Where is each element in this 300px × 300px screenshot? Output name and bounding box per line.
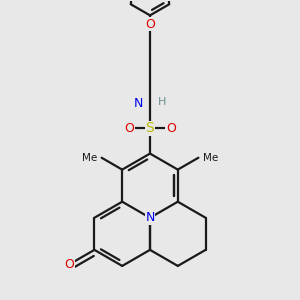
Text: O: O [166, 122, 176, 135]
Text: H: H [158, 97, 167, 106]
Text: Me: Me [203, 153, 218, 163]
Text: N: N [145, 211, 155, 224]
Text: S: S [146, 121, 154, 135]
Text: N: N [134, 97, 143, 110]
Text: O: O [124, 122, 134, 135]
Text: Me: Me [82, 153, 97, 163]
Text: O: O [145, 18, 155, 31]
Text: O: O [64, 258, 74, 271]
